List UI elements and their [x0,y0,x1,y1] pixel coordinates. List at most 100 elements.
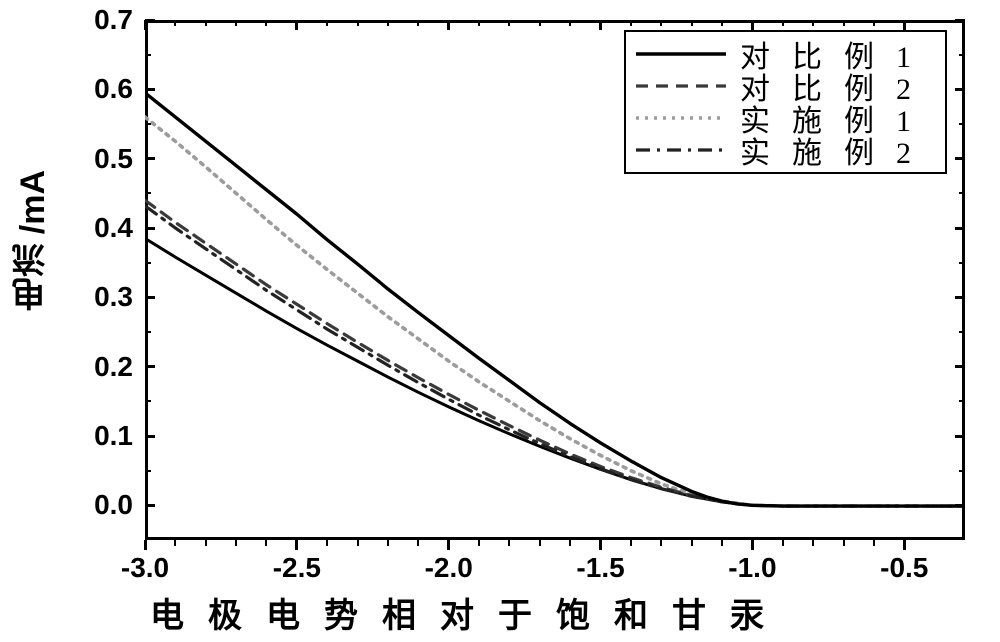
axis-tick [843,20,845,26]
y-tick-label: 0.7 [83,4,133,36]
legend-item: 实施例2 [636,134,933,166]
series-s5_lower [145,238,965,506]
legend-label: 实施例2 [740,128,933,172]
legend-swatch [636,74,726,98]
legend-swatch [636,138,726,162]
axis-tick [959,54,965,56]
axis-tick [873,20,875,26]
axis-tick [145,504,155,507]
axis-tick [630,20,632,26]
axis-tick [357,20,359,26]
y-axis-label: 电流 /mA [16,170,50,311]
legend-swatch [636,42,726,66]
axis-tick [751,20,754,30]
series-s2 [145,200,965,506]
axis-tick [478,20,480,26]
axis-tick [812,540,814,546]
axis-tick [539,540,541,546]
axis-tick [174,20,176,26]
axis-tick [959,123,965,125]
axis-tick [145,227,155,230]
axis-tick [387,540,389,546]
axis-tick [955,435,965,438]
x-tick-label: -3.0 [121,552,169,584]
axis-tick [569,20,571,26]
axis-tick [508,540,510,546]
y-axis-label-main: 电流 [14,243,51,311]
axis-tick [326,540,328,546]
axis-tick [174,540,176,546]
axis-tick [235,20,237,26]
axis-tick [145,54,151,56]
axis-tick [144,540,147,550]
axis-tick [447,20,450,30]
axis-tick [843,540,845,546]
axis-tick [145,296,155,299]
axis-tick [145,262,151,264]
legend-swatch [636,106,726,130]
axis-tick [955,504,965,507]
axis-tick [959,400,965,402]
y-axis-label-unit: /mA [14,170,52,234]
axis-tick [478,540,480,546]
axis-tick [387,20,389,26]
axis-tick [955,88,965,91]
series-s4 [145,206,965,506]
x-tick-label: -0.5 [880,552,928,584]
axis-tick [782,20,784,26]
axis-tick [357,540,359,546]
axis-tick [145,88,155,91]
axis-tick [721,20,723,26]
axis-tick [145,435,155,438]
axis-tick [145,19,155,22]
legend: 对比例1对比例2实施例1实施例2 [624,30,947,174]
axis-tick [955,296,965,299]
x-axis-label-text: 电极电势相对于饱和甘汞 [150,598,788,635]
figure: 电流 /mA 电极电势相对于饱和甘汞 对比例1对比例2实施例1实施例2 -3.0… [0,0,1000,642]
axis-tick [569,540,571,546]
axis-tick [235,540,237,546]
axis-tick [417,20,419,26]
axis-tick [660,540,662,546]
axis-tick [205,540,207,546]
axis-tick [959,331,965,333]
axis-tick [295,20,298,30]
y-tick-label: 0.5 [83,143,133,175]
x-tick-label: -2.5 [273,552,321,584]
axis-tick [630,540,632,546]
axis-tick [145,365,155,368]
axis-tick [959,192,965,194]
axis-tick [959,470,965,472]
axis-tick [691,20,693,26]
axis-tick [955,365,965,368]
axis-tick [751,540,754,550]
y-tick-label: 0.2 [83,351,133,383]
axis-tick [265,540,267,546]
axis-tick [145,400,151,402]
axis-tick [145,123,151,125]
axis-tick [145,192,151,194]
axis-tick [955,19,965,22]
axis-tick [903,20,906,30]
axis-tick [691,540,693,546]
axis-tick [812,20,814,26]
axis-tick [144,20,147,30]
axis-tick [955,157,965,160]
y-tick-label: 0.0 [83,489,133,521]
axis-tick [326,20,328,26]
axis-tick [417,540,419,546]
y-tick-label: 0.1 [83,420,133,452]
axis-tick [599,20,602,30]
x-axis-label: 电极电势相对于饱和甘汞 [150,588,788,637]
axis-tick [145,470,151,472]
y-tick-label: 0.4 [83,212,133,244]
axis-tick [903,540,906,550]
axis-tick [295,540,298,550]
axis-tick [599,540,602,550]
axis-tick [508,20,510,26]
y-tick-label: 0.3 [83,281,133,313]
axis-tick [660,20,662,26]
axis-tick [959,262,965,264]
axis-tick [873,540,875,546]
x-tick-label: -1.5 [576,552,624,584]
